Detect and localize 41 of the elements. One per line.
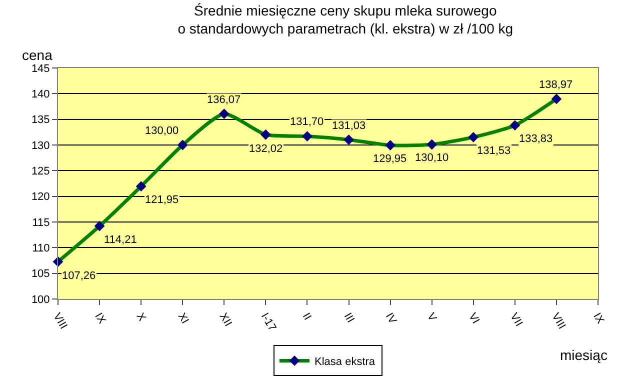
data-label: 138,97 (539, 79, 573, 91)
x-tick-label: V (424, 310, 439, 324)
chart-title: Średnie miesięczne ceny skupu mleka surowego o standardowych parametrach (kl. ekstra) w zł /100 kg (178, 2, 514, 37)
legend-label: Klasa ekstra (314, 356, 376, 368)
y-tick-label: 100 (31, 294, 50, 306)
data-label: 129,95 (373, 153, 407, 165)
data-label: 136,07 (207, 94, 241, 106)
y-tick-label: 135 (31, 114, 50, 126)
data-label: 130,10 (415, 152, 449, 164)
x-tick-label: III (341, 310, 356, 325)
x-tick-label: IX (92, 310, 108, 327)
data-label: 132,02 (249, 143, 283, 155)
x-tick-label: VIII (50, 310, 70, 332)
x-tick-label: XII (216, 310, 234, 329)
data-label: 131,70 (290, 116, 324, 128)
x-tick-label: VI (466, 310, 482, 326)
x-tick-label: XI (175, 310, 191, 326)
y-tick-label: 125 (31, 166, 50, 178)
x-tick-label: I-17 (258, 310, 278, 334)
y-tick-label: 115 (32, 216, 50, 229)
x-tick-label: IX (590, 310, 607, 327)
x-axis-title: miesiąc (560, 347, 608, 363)
data-label: 131,03 (332, 120, 366, 132)
data-label: 133,83 (519, 133, 553, 145)
data-label: 130,00 (145, 125, 179, 137)
y-tick-label: 145 (31, 62, 50, 75)
x-tick-label: X (134, 310, 148, 324)
data-label: 114,21 (104, 234, 137, 246)
x-tick-label: II (300, 310, 314, 322)
data-label: 121,95 (145, 194, 179, 206)
y-tick-label: 105 (31, 268, 50, 280)
data-label: 107,26 (62, 270, 96, 282)
y-axis-title: cena (22, 47, 53, 63)
x-tick-label: VII (508, 310, 525, 329)
x-tick-label: VIII (549, 310, 568, 332)
x-tick-label: IV (382, 310, 399, 327)
y-tick-label: 130 (31, 140, 50, 152)
y-tick-label: 120 (31, 191, 50, 204)
y-tick-label: 140 (31, 88, 50, 101)
y-tick-label: 110 (32, 242, 50, 255)
data-label: 131,53 (477, 145, 511, 157)
